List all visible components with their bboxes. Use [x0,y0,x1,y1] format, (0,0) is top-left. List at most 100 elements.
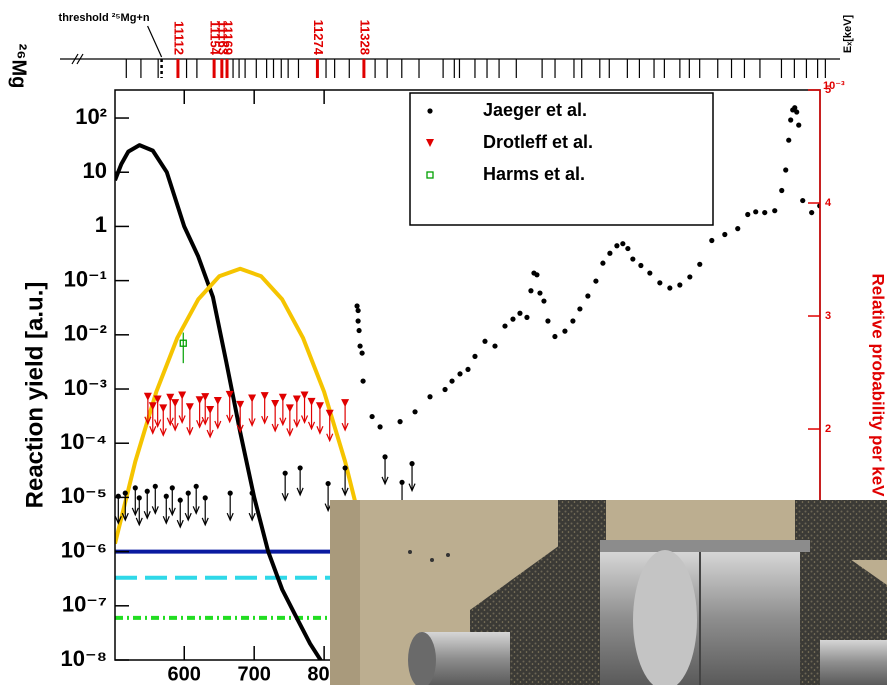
data-point [562,328,568,334]
data-point [399,479,405,485]
data-point [185,403,194,412]
limit-arrow-head [144,416,152,426]
y-axis-title: Reaction yield [a.u.] [21,282,48,509]
data-point [278,393,287,402]
x-tick-label: 600 [168,663,201,685]
limit-arrow-head [178,415,186,424]
data-point [171,399,180,408]
level-label: 11274 [311,20,326,56]
data-point [772,208,778,214]
photo-bar [600,540,810,552]
data-point [159,404,168,413]
limit-arrow-head [279,417,287,427]
data-point [541,298,547,304]
data-point [510,316,516,322]
limit-arrow-head [131,507,139,517]
limit-arrow-head [214,420,222,430]
data-point [735,226,741,232]
data-point [202,495,208,501]
data-point [614,243,620,249]
limit-arrow-head [293,419,301,429]
y-tick-label: 10⁻⁷ [62,592,107,617]
limit-arrow-head [408,483,416,493]
data-point [177,497,183,503]
detector-render [330,500,887,685]
data-point [783,167,789,173]
data-point [136,495,142,501]
legend-marker [427,108,433,114]
data-point [552,333,558,340]
limit-arrow-head [168,507,176,517]
data-point [355,307,361,314]
data-point [359,350,365,356]
data-point [779,187,785,194]
legend-label: Harms et al. [483,164,585,184]
limit-arrow-head [184,512,192,522]
limit-arrow-head [381,476,389,486]
model-curve [115,266,390,647]
limit-arrow-head [341,487,349,497]
photo-wall [330,500,360,685]
data-point [297,465,303,471]
data-point [382,454,388,460]
data-point [482,338,488,344]
limit-arrow-head [196,420,204,429]
level-label: 11163 [215,20,230,55]
y2-tick-label: 3 [825,310,831,322]
limit-arrow-head [115,516,122,525]
legend-marker [426,171,434,179]
data-point [638,262,644,269]
data-point [465,366,471,373]
data-point [225,390,234,399]
data-point [201,393,210,402]
data-point [427,394,433,400]
photo-bolt [430,558,434,562]
data-point [577,306,583,312]
limit-arrow-head [176,519,184,529]
data-point [153,395,162,404]
photo-pipe-end [408,632,436,685]
data-point [788,117,794,123]
photo-bolt [408,550,412,554]
data-point [449,378,455,384]
data-point [342,465,348,471]
level-axis-title: Eₓ[keV] [842,15,854,54]
data-point [356,327,362,334]
legend-label: Jaeger et al. [483,100,587,120]
y2-axis-title: Relative probability per keV [869,274,887,498]
threshold-pointer [147,25,163,58]
data-point [213,397,222,406]
data-point [528,288,534,294]
data-point [625,245,631,252]
data-point [537,290,543,296]
data-point [282,470,288,476]
limit-arrow-head [135,517,143,527]
data-point [792,105,798,111]
photo-pipe [820,640,887,685]
data-point [667,285,673,291]
level-label: 11112 [172,21,187,55]
data-point [457,371,463,377]
y2-tick-label: 5 [825,84,831,96]
limit-arrow-head [316,426,324,435]
legend-label: Drotleff et al. [483,132,593,152]
limit-arrow-head [248,512,256,522]
data-point [442,386,448,393]
data-point [809,209,815,216]
data-point [409,461,415,467]
data-point [593,278,599,284]
data-point [300,391,309,400]
legend-box [409,92,714,226]
limit-arrow-head [121,512,129,522]
data-point [753,209,759,215]
limit-arrow-head [300,415,309,424]
data-point [524,314,530,320]
data-point [412,409,418,415]
data-point [169,485,175,491]
data-point [800,197,806,204]
limit-arrow-head [143,510,151,520]
data-point [397,419,403,425]
limit-arrow-head [307,421,316,431]
data-point [585,293,591,299]
